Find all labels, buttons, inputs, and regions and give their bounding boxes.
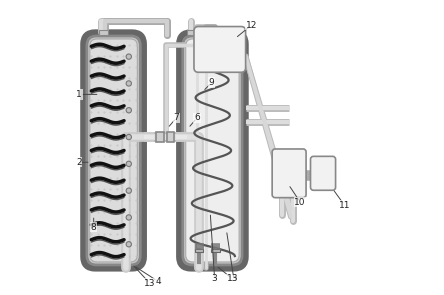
Bar [194, 249, 203, 252]
Text: 12: 12 [246, 21, 257, 30]
Text: 2: 2 [76, 158, 82, 167]
FancyBboxPatch shape [194, 27, 246, 72]
FancyBboxPatch shape [179, 32, 246, 268]
FancyBboxPatch shape [183, 36, 242, 265]
FancyBboxPatch shape [87, 36, 140, 265]
Text: 5: 5 [231, 274, 237, 283]
Bar [210, 249, 219, 252]
Circle shape [126, 215, 131, 220]
Bar [156, 132, 164, 142]
Bar [99, 30, 108, 35]
Circle shape [126, 108, 131, 113]
Bar [187, 30, 195, 35]
Text: 9: 9 [209, 78, 214, 87]
Text: 11: 11 [339, 201, 350, 209]
Text: 13: 13 [226, 274, 238, 283]
Text: 10: 10 [294, 198, 306, 206]
FancyBboxPatch shape [90, 39, 137, 262]
Text: 4: 4 [156, 277, 161, 286]
Text: 3: 3 [212, 274, 218, 283]
Text: 8: 8 [91, 223, 96, 232]
Text: 1: 1 [76, 90, 82, 99]
FancyBboxPatch shape [186, 39, 239, 262]
Circle shape [126, 54, 131, 59]
Circle shape [126, 81, 131, 86]
FancyBboxPatch shape [310, 156, 336, 190]
FancyBboxPatch shape [272, 149, 306, 198]
FancyBboxPatch shape [83, 32, 144, 268]
Text: 6: 6 [194, 114, 200, 122]
Circle shape [126, 135, 131, 140]
Circle shape [126, 161, 131, 166]
Text: 7: 7 [174, 114, 179, 122]
Circle shape [126, 242, 131, 247]
Text: 13: 13 [144, 279, 155, 288]
Bar [166, 132, 174, 142]
Circle shape [126, 188, 131, 193]
